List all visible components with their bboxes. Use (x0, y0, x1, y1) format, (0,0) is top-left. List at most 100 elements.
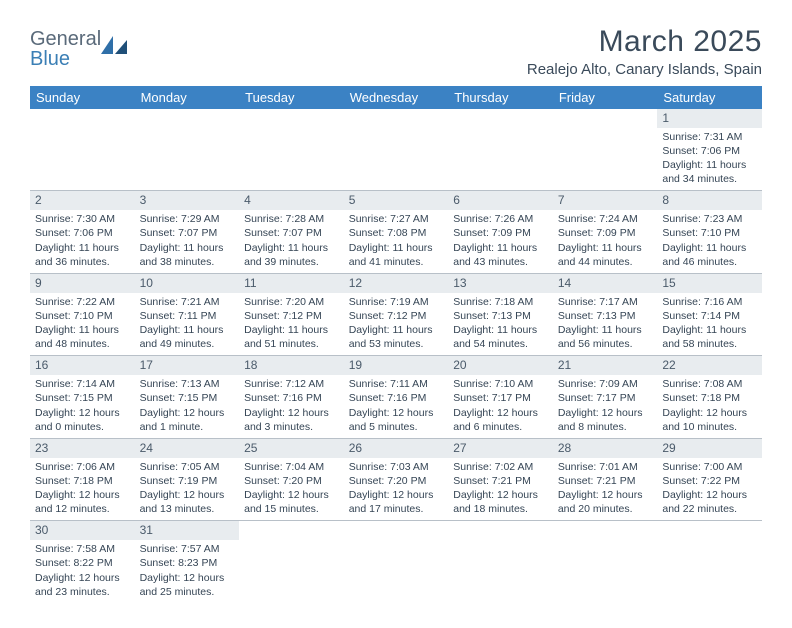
calendar-week: 9Sunrise: 7:22 AMSunset: 7:10 PMDaylight… (30, 273, 762, 355)
day-number: 20 (448, 356, 553, 375)
calendar-cell: 18Sunrise: 7:12 AMSunset: 7:16 PMDayligh… (239, 356, 344, 438)
day-header-wednesday: Wednesday (344, 86, 449, 109)
day-details: Sunrise: 7:29 AMSunset: 7:07 PMDaylight:… (135, 210, 240, 273)
day-number: 25 (239, 439, 344, 458)
day-details: Sunrise: 7:17 AMSunset: 7:13 PMDaylight:… (553, 293, 658, 356)
calendar-cell (30, 109, 135, 191)
day-number: 3 (135, 191, 240, 210)
calendar-week: 1Sunrise: 7:31 AMSunset: 7:06 PMDaylight… (30, 109, 762, 191)
calendar-cell: 19Sunrise: 7:11 AMSunset: 7:16 PMDayligh… (344, 356, 449, 438)
day-number: 12 (344, 274, 449, 293)
calendar-cell: 28Sunrise: 7:01 AMSunset: 7:21 PMDayligh… (553, 438, 658, 520)
day-number: 17 (135, 356, 240, 375)
day-details: Sunrise: 7:06 AMSunset: 7:18 PMDaylight:… (30, 458, 135, 521)
location-subtitle: Realejo Alto, Canary Islands, Spain (527, 61, 762, 78)
day-number: 11 (239, 274, 344, 293)
sail-icon (101, 36, 127, 56)
calendar-week: 30Sunrise: 7:58 AMSunset: 8:22 PMDayligh… (30, 521, 762, 603)
day-details: Sunrise: 7:08 AMSunset: 7:18 PMDaylight:… (657, 375, 762, 438)
day-number: 16 (30, 356, 135, 375)
calendar-cell: 4Sunrise: 7:28 AMSunset: 7:07 PMDaylight… (239, 191, 344, 273)
day-details: Sunrise: 7:28 AMSunset: 7:07 PMDaylight:… (239, 210, 344, 273)
day-details: Sunrise: 7:01 AMSunset: 7:21 PMDaylight:… (553, 458, 658, 521)
day-number: 27 (448, 439, 553, 458)
day-details: Sunrise: 7:14 AMSunset: 7:15 PMDaylight:… (30, 375, 135, 438)
day-number: 4 (239, 191, 344, 210)
calendar-week: 23Sunrise: 7:06 AMSunset: 7:18 PMDayligh… (30, 438, 762, 520)
calendar-cell: 12Sunrise: 7:19 AMSunset: 7:12 PMDayligh… (344, 273, 449, 355)
day-number: 5 (344, 191, 449, 210)
day-details: Sunrise: 7:20 AMSunset: 7:12 PMDaylight:… (239, 293, 344, 356)
day-details: Sunrise: 7:04 AMSunset: 7:20 PMDaylight:… (239, 458, 344, 521)
calendar-cell: 24Sunrise: 7:05 AMSunset: 7:19 PMDayligh… (135, 438, 240, 520)
day-details: Sunrise: 7:05 AMSunset: 7:19 PMDaylight:… (135, 458, 240, 521)
calendar-cell (239, 521, 344, 603)
header: General Blue March 2025 Realejo Alto, Ca… (30, 25, 762, 78)
day-details: Sunrise: 7:03 AMSunset: 7:20 PMDaylight:… (344, 458, 449, 521)
calendar-cell: 27Sunrise: 7:02 AMSunset: 7:21 PMDayligh… (448, 438, 553, 520)
day-header-sunday: Sunday (30, 86, 135, 109)
day-number: 8 (657, 191, 762, 210)
day-details: Sunrise: 7:21 AMSunset: 7:11 PMDaylight:… (135, 293, 240, 356)
day-number: 15 (657, 274, 762, 293)
day-number: 6 (448, 191, 553, 210)
day-number: 2 (30, 191, 135, 210)
calendar-head: SundayMondayTuesdayWednesdayThursdayFrid… (30, 86, 762, 109)
day-details: Sunrise: 7:02 AMSunset: 7:21 PMDaylight:… (448, 458, 553, 521)
day-header-friday: Friday (553, 86, 658, 109)
calendar-cell: 20Sunrise: 7:10 AMSunset: 7:17 PMDayligh… (448, 356, 553, 438)
calendar-cell: 25Sunrise: 7:04 AMSunset: 7:20 PMDayligh… (239, 438, 344, 520)
calendar-cell: 14Sunrise: 7:17 AMSunset: 7:13 PMDayligh… (553, 273, 658, 355)
calendar-week: 2Sunrise: 7:30 AMSunset: 7:06 PMDaylight… (30, 191, 762, 273)
calendar-cell (553, 521, 658, 603)
calendar-cell (344, 521, 449, 603)
calendar-cell: 22Sunrise: 7:08 AMSunset: 7:18 PMDayligh… (657, 356, 762, 438)
day-details: Sunrise: 7:13 AMSunset: 7:15 PMDaylight:… (135, 375, 240, 438)
day-number: 23 (30, 439, 135, 458)
day-details: Sunrise: 7:27 AMSunset: 7:08 PMDaylight:… (344, 210, 449, 273)
day-details: Sunrise: 7:26 AMSunset: 7:09 PMDaylight:… (448, 210, 553, 273)
calendar-cell: 2Sunrise: 7:30 AMSunset: 7:06 PMDaylight… (30, 191, 135, 273)
calendar-cell (448, 109, 553, 191)
calendar-cell: 10Sunrise: 7:21 AMSunset: 7:11 PMDayligh… (135, 273, 240, 355)
calendar-cell: 9Sunrise: 7:22 AMSunset: 7:10 PMDaylight… (30, 273, 135, 355)
day-number: 26 (344, 439, 449, 458)
calendar-body: 1Sunrise: 7:31 AMSunset: 7:06 PMDaylight… (30, 109, 762, 603)
day-number: 7 (553, 191, 658, 210)
calendar-cell (553, 109, 658, 191)
calendar-table: SundayMondayTuesdayWednesdayThursdayFrid… (30, 86, 762, 603)
title-block: March 2025 Realejo Alto, Canary Islands,… (527, 25, 762, 78)
day-header-tuesday: Tuesday (239, 86, 344, 109)
day-details: Sunrise: 7:58 AMSunset: 8:22 PMDaylight:… (30, 540, 135, 603)
day-number: 13 (448, 274, 553, 293)
day-number: 29 (657, 439, 762, 458)
page-title: March 2025 (527, 25, 762, 59)
calendar-cell (135, 109, 240, 191)
day-number: 22 (657, 356, 762, 375)
day-number: 1 (657, 109, 762, 128)
day-details: Sunrise: 7:00 AMSunset: 7:22 PMDaylight:… (657, 458, 762, 521)
logo-word1: General (30, 28, 101, 50)
calendar-cell: 3Sunrise: 7:29 AMSunset: 7:07 PMDaylight… (135, 191, 240, 273)
day-number: 19 (344, 356, 449, 375)
calendar-cell: 21Sunrise: 7:09 AMSunset: 7:17 PMDayligh… (553, 356, 658, 438)
day-details: Sunrise: 7:31 AMSunset: 7:06 PMDaylight:… (657, 128, 762, 191)
day-details: Sunrise: 7:57 AMSunset: 8:23 PMDaylight:… (135, 540, 240, 603)
day-number: 31 (135, 521, 240, 540)
day-details: Sunrise: 7:16 AMSunset: 7:14 PMDaylight:… (657, 293, 762, 356)
calendar-cell: 1Sunrise: 7:31 AMSunset: 7:06 PMDaylight… (657, 109, 762, 191)
day-number: 10 (135, 274, 240, 293)
day-details: Sunrise: 7:24 AMSunset: 7:09 PMDaylight:… (553, 210, 658, 273)
calendar-cell: 6Sunrise: 7:26 AMSunset: 7:09 PMDaylight… (448, 191, 553, 273)
calendar-cell (657, 521, 762, 603)
calendar-cell: 5Sunrise: 7:27 AMSunset: 7:08 PMDaylight… (344, 191, 449, 273)
day-details: Sunrise: 7:12 AMSunset: 7:16 PMDaylight:… (239, 375, 344, 438)
calendar-cell: 11Sunrise: 7:20 AMSunset: 7:12 PMDayligh… (239, 273, 344, 355)
calendar-cell: 7Sunrise: 7:24 AMSunset: 7:09 PMDaylight… (553, 191, 658, 273)
day-number: 21 (553, 356, 658, 375)
day-header-monday: Monday (135, 86, 240, 109)
logo: General Blue (30, 29, 127, 69)
day-number: 24 (135, 439, 240, 458)
day-number: 30 (30, 521, 135, 540)
logo-text: General Blue (30, 29, 101, 69)
